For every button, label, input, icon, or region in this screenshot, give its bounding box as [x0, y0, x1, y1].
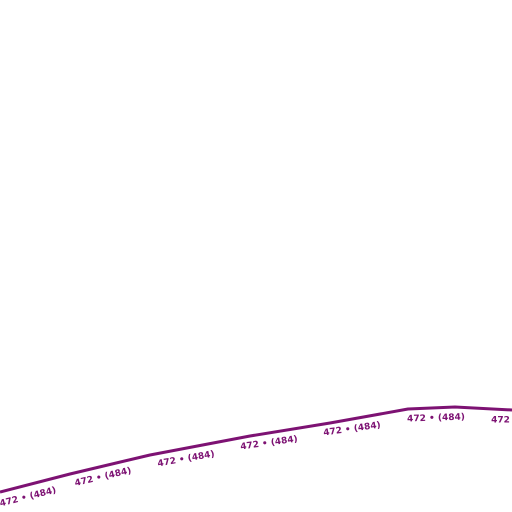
road [0, 405, 512, 494]
road-label: 472 • (484) [491, 416, 512, 426]
road-label: 472 • (484) [407, 412, 465, 424]
